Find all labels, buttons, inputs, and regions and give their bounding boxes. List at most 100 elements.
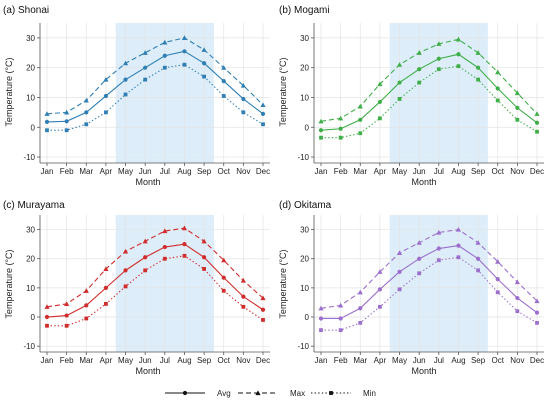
data-point-max (416, 50, 422, 55)
x-axis-title: Month (135, 366, 160, 376)
data-point-avg (221, 275, 226, 280)
data-point-avg (318, 316, 324, 321)
legend-symbol-max (238, 390, 278, 396)
x-tick-label: Oct (218, 356, 231, 365)
data-point-min (476, 268, 480, 273)
series-max (44, 35, 266, 116)
x-tick-label: May (392, 356, 407, 365)
x-tick-label: Feb (60, 356, 74, 365)
y-tick-label: 20 (300, 64, 309, 73)
x-tick-label: Jun (413, 167, 426, 176)
data-point-min (45, 323, 49, 328)
data-point-min (319, 328, 323, 333)
data-point-max (162, 228, 168, 234)
data-point-min (261, 122, 265, 127)
data-point-max (475, 50, 481, 55)
data-point-max (357, 289, 363, 295)
series-min (45, 62, 265, 133)
y-tick-label: 30 (26, 226, 35, 235)
y-tick-label: 20 (26, 64, 35, 73)
data-point-min (338, 328, 343, 333)
series-min (319, 255, 539, 333)
data-point-min (515, 309, 520, 314)
x-tick-label: Apr (374, 167, 387, 176)
data-point-avg (162, 244, 167, 250)
x-tick-label: Jun (413, 356, 426, 365)
data-point-avg (182, 242, 187, 247)
series-line-max (46, 37, 264, 115)
data-point-avg (103, 285, 109, 290)
data-point-avg (123, 77, 128, 82)
data-point-max (416, 240, 422, 245)
x-tick-label: Sep (197, 167, 212, 176)
data-point-max (436, 229, 442, 235)
x-tick-label: Aug (177, 167, 191, 176)
y-tick-label: -10 (23, 342, 35, 351)
data-point-max (240, 82, 246, 88)
data-point-avg (417, 67, 422, 72)
data-point-max (357, 103, 363, 109)
data-point-max (396, 62, 403, 67)
y-axis-title: Temperature (°C) (4, 249, 14, 318)
data-point-max (495, 259, 501, 264)
legend-marker (329, 391, 333, 395)
data-point-min (397, 287, 402, 292)
x-tick-label: May (118, 167, 133, 176)
data-point-avg (84, 303, 89, 308)
x-tick-label: Apr (100, 356, 113, 365)
data-point-max (181, 35, 188, 40)
data-point-max (455, 36, 462, 42)
y-tick-label: 0 (31, 313, 36, 322)
data-point-max (122, 248, 129, 254)
data-point-max (240, 277, 246, 283)
data-point-max (260, 295, 266, 301)
x-tick-label: Apr (100, 167, 113, 176)
data-point-max (377, 81, 383, 87)
panel-title: (d) Okitama (279, 200, 332, 211)
x-tick-label: Jul (434, 167, 444, 176)
data-point-max (534, 298, 540, 304)
legend-label-min: Min (363, 389, 376, 398)
series-line-avg (321, 245, 538, 320)
x-tick-label: Oct (492, 356, 505, 365)
data-point-max (534, 111, 540, 116)
panel-title: (a) Shonai (3, 5, 49, 16)
data-point-max (162, 39, 168, 45)
data-point-max (103, 266, 109, 272)
data-point-min (241, 304, 246, 309)
series-line-avg (320, 53, 538, 131)
data-point-min (378, 116, 382, 121)
data-point-max (83, 288, 89, 293)
series-line-min (47, 255, 264, 327)
data-point-max (83, 97, 89, 103)
x-tick-label: Sep (471, 356, 486, 365)
panel-shonai: -10 0 10 20 30 Jan Feb Mar Apr May Jun Jul Aug Sep Oct… (3, 5, 270, 187)
y-tick-label: 10 (300, 284, 309, 293)
data-point-avg (397, 80, 402, 85)
data-point-min (104, 110, 108, 115)
y-axis-title: Temperature (°C) (278, 249, 288, 318)
y-axis-title: Temperature (°C) (278, 57, 288, 126)
x-tick-label: May (392, 167, 407, 176)
data-point-avg (44, 119, 50, 124)
data-point-min (162, 256, 167, 261)
data-point-min (535, 129, 539, 134)
data-point-min (476, 77, 480, 82)
series-min (319, 64, 539, 140)
data-point-avg (123, 268, 128, 273)
y-tick-label: 30 (300, 226, 309, 235)
data-point-avg (44, 314, 50, 320)
data-point-avg (515, 105, 520, 110)
series-min (45, 253, 265, 328)
data-point-min (338, 135, 343, 140)
data-point-max (338, 115, 344, 121)
data-point-avg (456, 243, 461, 248)
data-point-min (397, 97, 402, 101)
data-point-min (358, 320, 363, 325)
data-point-avg (241, 96, 246, 102)
data-point-max (377, 269, 383, 274)
data-point-avg (495, 86, 500, 91)
x-tick-label: Aug (451, 356, 465, 365)
data-point-avg (495, 277, 500, 282)
data-point-max (396, 250, 403, 255)
